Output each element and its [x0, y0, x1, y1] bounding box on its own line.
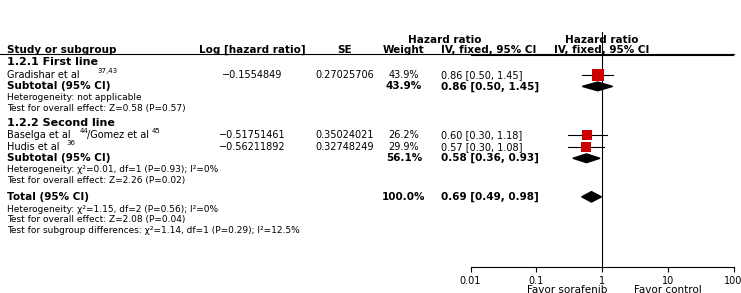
Text: Favor sorafenib: Favor sorafenib [528, 285, 608, 293]
Text: Heterogeneity: not applicable: Heterogeneity: not applicable [7, 93, 142, 102]
Text: Test for overall effect: Z=0.58 (P=0.57): Test for overall effect: Z=0.58 (P=0.57) [7, 104, 186, 113]
Text: Hudis et al: Hudis et al [7, 142, 60, 152]
Text: 26.2%: 26.2% [388, 130, 419, 140]
Text: 43.9%: 43.9% [388, 70, 419, 80]
Text: 0.32748249: 0.32748249 [316, 142, 373, 152]
Text: Weight: Weight [383, 45, 425, 55]
Text: −0.51751461: −0.51751461 [219, 130, 285, 140]
Text: 44: 44 [80, 128, 89, 134]
Text: −0.56211892: −0.56211892 [219, 142, 285, 152]
Text: 37,43: 37,43 [98, 68, 118, 74]
Text: Test for overall effect: Z=2.08 (P=0.04): Test for overall effect: Z=2.08 (P=0.04) [7, 215, 186, 224]
Text: Subtotal (95% CI): Subtotal (95% CI) [7, 153, 111, 163]
Text: 0.58 [0.36, 0.93]: 0.58 [0.36, 0.93] [441, 153, 539, 163]
Text: Baselga et al: Baselga et al [7, 130, 71, 140]
Polygon shape [573, 154, 600, 163]
Text: 0.27025706: 0.27025706 [315, 70, 374, 80]
Text: 45: 45 [152, 128, 161, 134]
Text: Hazard ratio: Hazard ratio [408, 35, 482, 45]
Text: 1.2.2 Second line: 1.2.2 Second line [7, 118, 116, 128]
Text: Log [hazard ratio]: Log [hazard ratio] [199, 45, 305, 55]
Text: 0.69 [0.49, 0.98]: 0.69 [0.49, 0.98] [441, 192, 539, 202]
Text: IV, fixed, 95% CI: IV, fixed, 95% CI [441, 45, 536, 55]
Text: 36: 36 [67, 140, 76, 146]
Text: 0.60 [0.30, 1.18]: 0.60 [0.30, 1.18] [441, 130, 522, 140]
Text: 0.35024021: 0.35024021 [316, 130, 373, 140]
Text: Test for overall effect: Z=2.26 (P=0.02): Test for overall effect: Z=2.26 (P=0.02) [7, 176, 186, 185]
Text: Hazard ratio: Hazard ratio [565, 35, 639, 45]
Text: SE: SE [337, 45, 352, 55]
Text: 0.86 [0.50, 1.45]: 0.86 [0.50, 1.45] [441, 81, 539, 91]
Text: Gradishar et al: Gradishar et al [7, 70, 80, 80]
Text: −0.1554849: −0.1554849 [222, 70, 282, 80]
Text: 0.86 [0.50, 1.45]: 0.86 [0.50, 1.45] [441, 70, 522, 80]
Text: Heterogeneity: χ²=1.15, df=2 (P=0.56); I²=0%: Heterogeneity: χ²=1.15, df=2 (P=0.56); I… [7, 205, 219, 214]
Text: Favor control: Favor control [634, 285, 702, 293]
Text: Total (95% CI): Total (95% CI) [7, 192, 90, 202]
Text: Subtotal (95% CI): Subtotal (95% CI) [7, 81, 111, 91]
Text: Study or subgroup: Study or subgroup [7, 45, 117, 55]
Text: 0.57 [0.30, 1.08]: 0.57 [0.30, 1.08] [441, 142, 522, 152]
Text: 100.0%: 100.0% [382, 192, 425, 202]
Text: 29.9%: 29.9% [388, 142, 419, 152]
Text: /Gomez et al: /Gomez et al [87, 130, 150, 140]
Text: 56.1%: 56.1% [386, 153, 422, 163]
Polygon shape [582, 192, 602, 202]
Text: Heterogeneity: χ²=0.01, df=1 (P=0.93); I²=0%: Heterogeneity: χ²=0.01, df=1 (P=0.93); I… [7, 165, 219, 174]
Polygon shape [582, 82, 613, 91]
Text: IV, fixed, 95% CI: IV, fixed, 95% CI [554, 45, 650, 55]
Text: 1.2.1 First line: 1.2.1 First line [7, 57, 99, 67]
Text: Test for subgroup differences: χ²=1.14, df=1 (P=0.29); I²=12.5%: Test for subgroup differences: χ²=1.14, … [7, 226, 300, 235]
Text: 43.9%: 43.9% [386, 81, 422, 91]
